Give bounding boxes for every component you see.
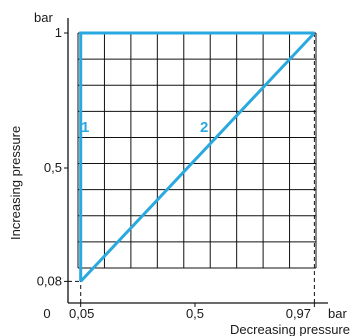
x-tick-label: 0,05 xyxy=(69,306,94,321)
axes xyxy=(67,18,328,304)
x-tick-label: 0,5 xyxy=(186,306,204,321)
x-tick-label: 0 xyxy=(43,306,50,321)
tick-labels: 0,08 0,5 1 0 0,05 0,5 0,97 xyxy=(37,25,315,321)
x-axis-title: Decreasing pressure xyxy=(230,322,350,336)
series-label-1: 1 xyxy=(81,119,89,136)
series-line-2 xyxy=(79,31,316,283)
y-unit-label: bar xyxy=(34,10,53,25)
y-axis-title: Increasing pressure xyxy=(8,126,23,240)
x-unit-label: bar xyxy=(328,306,347,321)
series-label-2: 2 xyxy=(200,119,208,136)
y-tick-label: 0,5 xyxy=(44,160,62,175)
y-tick-label: 0,08 xyxy=(37,273,62,288)
x-tick-label: 0,97 xyxy=(286,306,311,321)
y-tick-label: 1 xyxy=(55,25,62,40)
